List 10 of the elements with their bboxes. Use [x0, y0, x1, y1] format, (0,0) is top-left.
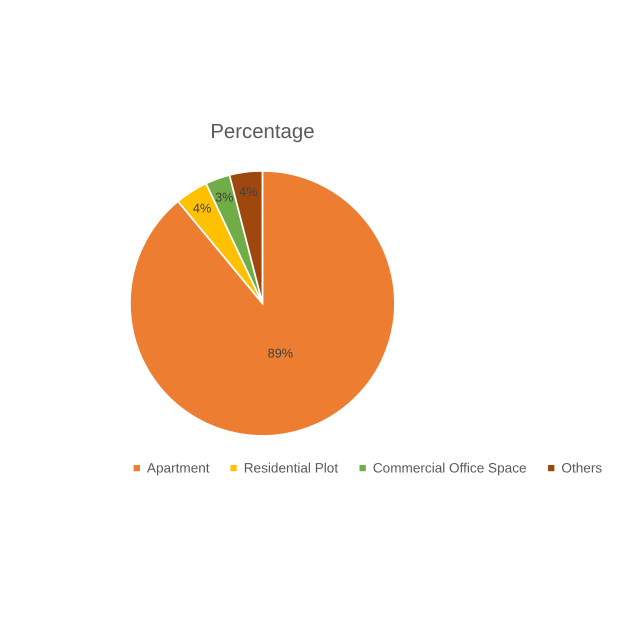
legend-label: Others — [561, 460, 602, 476]
data-label: 4% — [192, 200, 212, 216]
data-label: 89% — [268, 345, 294, 360]
data-label: 3% — [215, 190, 234, 205]
legend-label: Commercial Office Space — [372, 460, 527, 476]
legend-label: Apartment — [146, 460, 210, 476]
pie-slice — [129, 170, 396, 437]
legend-label: Residential Plot — [244, 460, 338, 476]
data-label: 4% — [239, 184, 258, 199]
chart-title: Percentage — [210, 120, 315, 143]
